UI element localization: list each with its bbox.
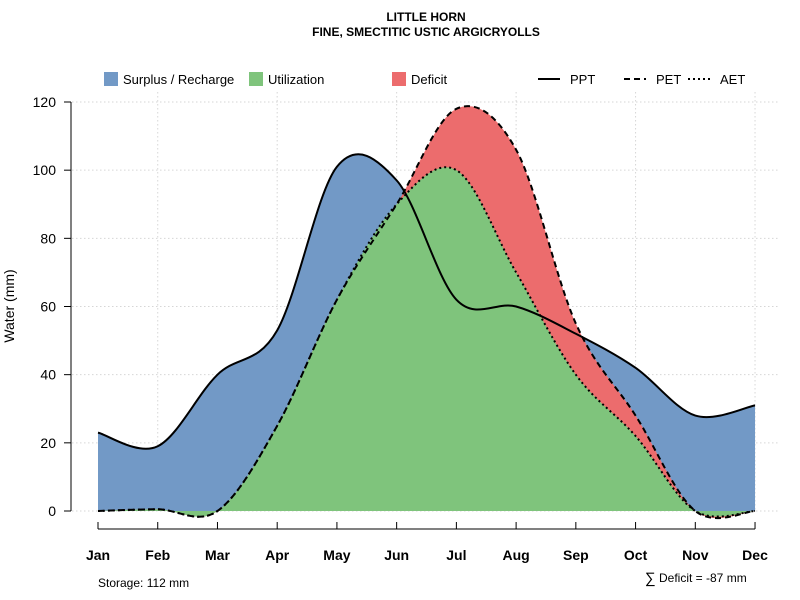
y-tick-label: 40 <box>40 367 56 383</box>
y-tick-label: 0 <box>48 503 56 519</box>
storage-annotation: Storage: 112 mm <box>98 576 189 590</box>
x-tick-label: Jan <box>86 547 110 563</box>
x-tick-label: Mar <box>205 547 230 563</box>
aet-line <box>97 166 756 518</box>
legend-swatch <box>392 72 406 86</box>
x-tick-label: Jun <box>384 547 409 563</box>
pet-line <box>97 105 756 520</box>
legend-label: Surplus / Recharge <box>123 72 234 87</box>
x-tick-label: Sep <box>563 547 589 563</box>
legend-label: Utilization <box>268 72 324 87</box>
legend-label: Deficit <box>411 72 448 87</box>
x-tick-label: Oct <box>624 547 648 563</box>
legend-label: PET <box>656 72 681 87</box>
y-tick-label: 20 <box>40 435 56 451</box>
x-tick-label: Feb <box>145 547 170 563</box>
chart-subtitle: FINE, SMECTITIC USTIC ARGICRYOLLS <box>312 25 540 39</box>
deficit-annotation: Deficit = -87 mm <box>659 571 747 585</box>
legend-swatch <box>249 72 263 86</box>
y-tick-label: 100 <box>33 162 57 178</box>
legend-label: AET <box>720 72 745 87</box>
x-tick-label: Aug <box>503 547 530 563</box>
chart-title: LITTLE HORN <box>386 10 465 24</box>
y-tick-label: 60 <box>40 299 56 315</box>
x-tick-label: Jul <box>446 547 466 563</box>
y-tick-label: 80 <box>40 230 56 246</box>
legend-label: PPT <box>570 72 595 87</box>
sum-symbol: ∑ <box>645 570 656 587</box>
x-tick-label: Nov <box>682 547 709 563</box>
ppt-line <box>97 153 756 450</box>
x-tick-label: May <box>323 547 350 563</box>
y-axis-label: Water (mm) <box>1 269 17 342</box>
x-tick-label: Dec <box>742 547 768 563</box>
legend-swatch <box>104 72 118 86</box>
utilization-area <box>98 167 756 517</box>
y-tick-label: 120 <box>33 94 57 110</box>
x-tick-label: Apr <box>265 547 290 563</box>
